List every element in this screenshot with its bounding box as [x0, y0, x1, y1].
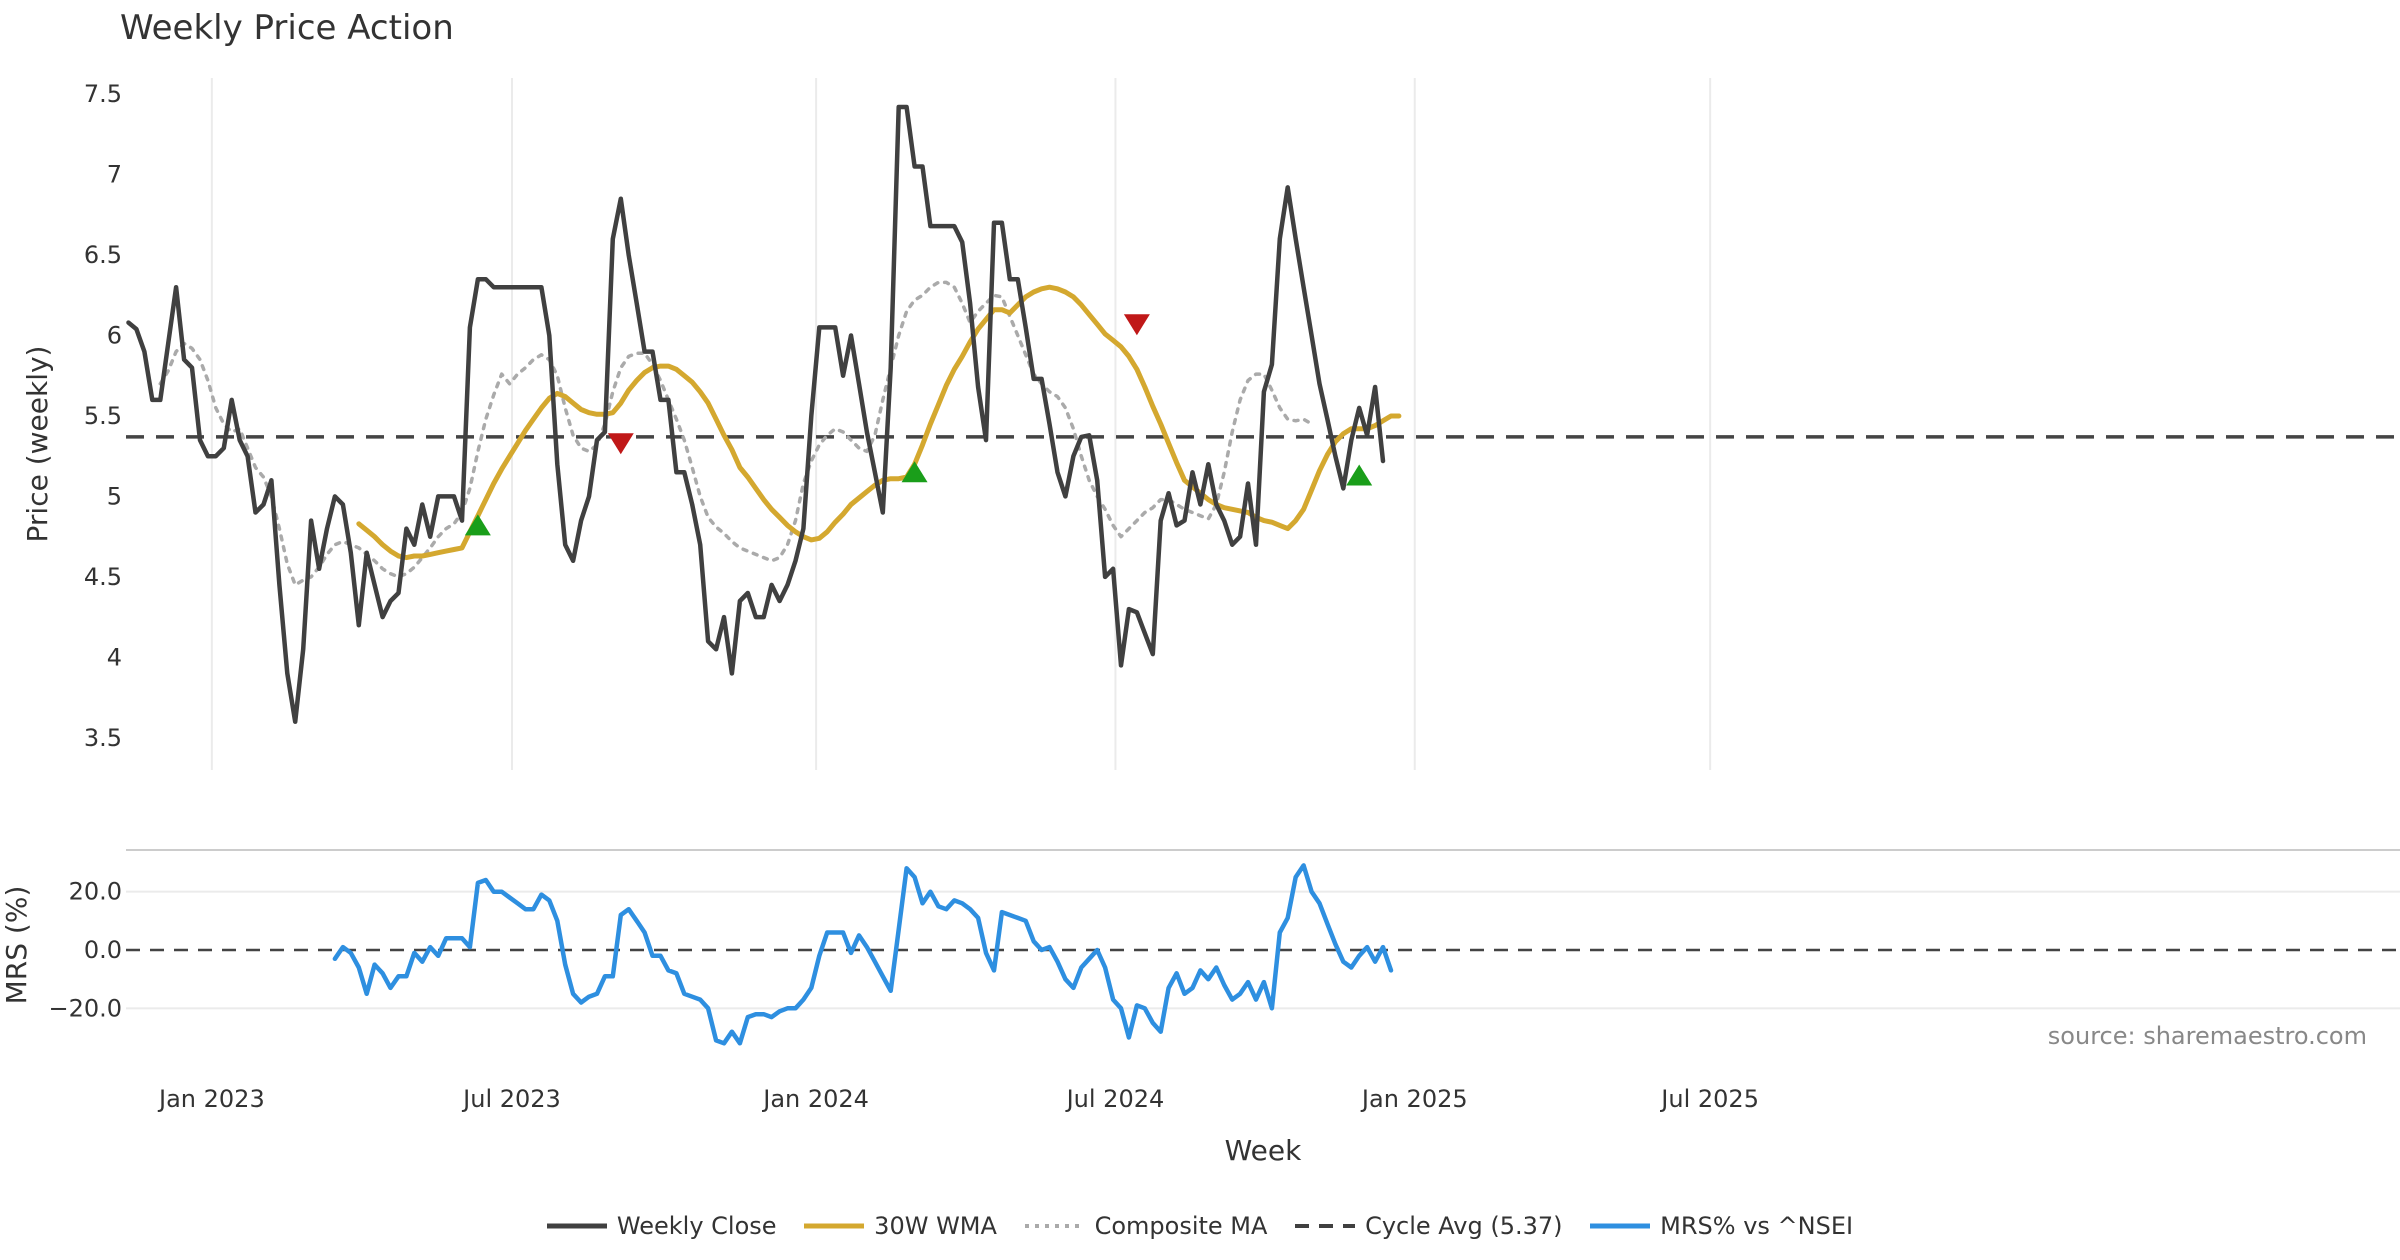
legend-30w-wma[interactable]: 30W WMA — [804, 1211, 997, 1240]
legend-label: Weekly Close — [616, 1211, 777, 1240]
buy-signal-marker — [901, 461, 928, 483]
mrs-y-axis-label: MRS (%) — [0, 886, 33, 1005]
price-y-tick-label: 5.5 — [84, 402, 122, 430]
chart-title: Weekly Price Action — [120, 8, 454, 48]
legend-cycle-avg[interactable]: Cycle Avg (5.37) — [1295, 1211, 1563, 1240]
legend-mrs[interactable]: MRS% vs ^NSEI — [1590, 1211, 1853, 1240]
signal-markers — [464, 314, 1373, 536]
price-y-axis-label: Price (weekly) — [21, 346, 54, 543]
price-grid — [210, 78, 1712, 770]
weekly-close-line — [126, 104, 1386, 724]
mrs-line — [332, 863, 1394, 1046]
axis-labels: Jan 2023 Jul 2023 Jan 2024 Jul 2024 Jan 2025… — [0, 80, 2367, 1167]
legend: Weekly Close 30W WMA Composite MA Cycle … — [0, 1210, 2400, 1240]
mrs-y-tick-label: −20.0 — [48, 994, 122, 1022]
x-tick-label: Jul 2025 — [1659, 1085, 1759, 1113]
price-y-tick-label: 7.5 — [84, 80, 122, 108]
composite-ma-line — [158, 280, 1314, 587]
price-y-tick-label: 4 — [107, 643, 122, 671]
buy-signal-marker — [1346, 464, 1373, 486]
legend-label: Cycle Avg (5.37) — [1365, 1211, 1563, 1240]
legend-weekly-close[interactable]: Weekly Close — [546, 1211, 777, 1240]
legend-label: 30W WMA — [874, 1211, 997, 1240]
price-y-tick-label: 7 — [107, 161, 122, 189]
price-y-tick-label: 3.5 — [84, 724, 122, 752]
x-tick-label: Jan 2023 — [157, 1085, 265, 1113]
price-y-tick-label: 6 — [107, 321, 122, 349]
price-lines — [126, 104, 2400, 724]
sell-signal-marker — [1123, 314, 1150, 336]
x-axis-label: Week — [1225, 1134, 1302, 1167]
price-y-tick-label: 6.5 — [84, 241, 122, 269]
source-note: source: sharemaestro.com — [2048, 1022, 2367, 1050]
price-y-tick-label: 5 — [107, 482, 122, 510]
legend-label: Composite MA — [1094, 1211, 1268, 1240]
mrs-y-tick-label: 0.0 — [84, 936, 122, 964]
x-tick-label: Jul 2023 — [461, 1085, 561, 1113]
legend-composite-ma[interactable]: Composite MA — [1024, 1211, 1268, 1240]
x-tick-label: Jan 2024 — [761, 1085, 869, 1113]
x-tick-label: Jan 2025 — [1360, 1085, 1468, 1113]
sell-signal-marker — [607, 433, 634, 455]
price-y-tick-label: 4.5 — [84, 563, 122, 591]
legend-label: MRS% vs ^NSEI — [1660, 1211, 1854, 1240]
mrs-lines — [332, 863, 1394, 1046]
buy-signal-marker — [464, 514, 491, 536]
x-tick-label: Jul 2024 — [1065, 1085, 1165, 1113]
mrs-y-tick-label: 20.0 — [69, 878, 122, 906]
